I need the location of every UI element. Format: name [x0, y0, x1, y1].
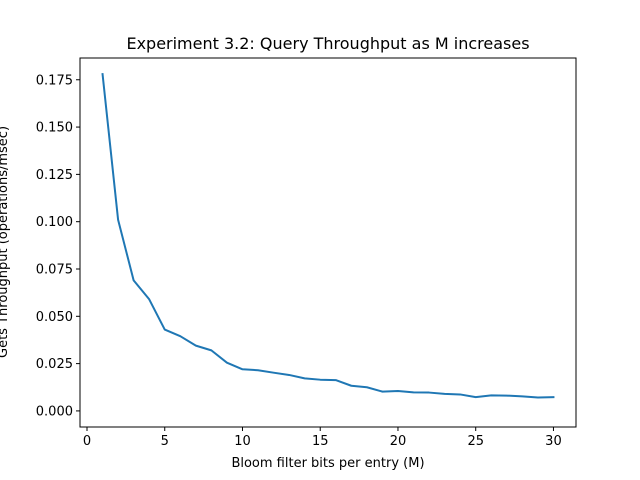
x-tick-label: 20 — [390, 434, 407, 449]
x-tick-label: 5 — [161, 434, 169, 449]
y-tick-label: 0.050 — [36, 310, 73, 325]
x-tick-label: 0 — [83, 434, 91, 449]
plot-frame — [79, 57, 577, 428]
chart-title: Experiment 3.2: Query Throughput as M in… — [126, 34, 529, 53]
plot-area: 0 5 10 15 20 25 30 0.000 0.025 0.050 0.075 0.100 0.1… — [36, 57, 577, 449]
x-axis-label: Bloom filter bits per entry (M) — [231, 456, 424, 471]
x-tick-label: 15 — [312, 434, 329, 449]
y-tick-label: 0.150 — [36, 121, 73, 136]
y-axis-label: Gets Throughput (operations/msec) — [0, 126, 11, 358]
series-line-0 — [101, 72, 555, 399]
y-tick-label: 0.125 — [36, 168, 73, 183]
y-tick-label: 0.175 — [36, 73, 73, 88]
y-tick-label: 0.075 — [36, 262, 73, 277]
y-tick-label: 0.000 — [36, 404, 73, 419]
x-tick-label: 10 — [234, 434, 251, 449]
y-tick-label: 0.100 — [36, 215, 73, 230]
x-tick-label: 30 — [545, 434, 562, 449]
y-tick-label: 0.025 — [36, 357, 73, 372]
x-tick-label: 25 — [467, 434, 484, 449]
